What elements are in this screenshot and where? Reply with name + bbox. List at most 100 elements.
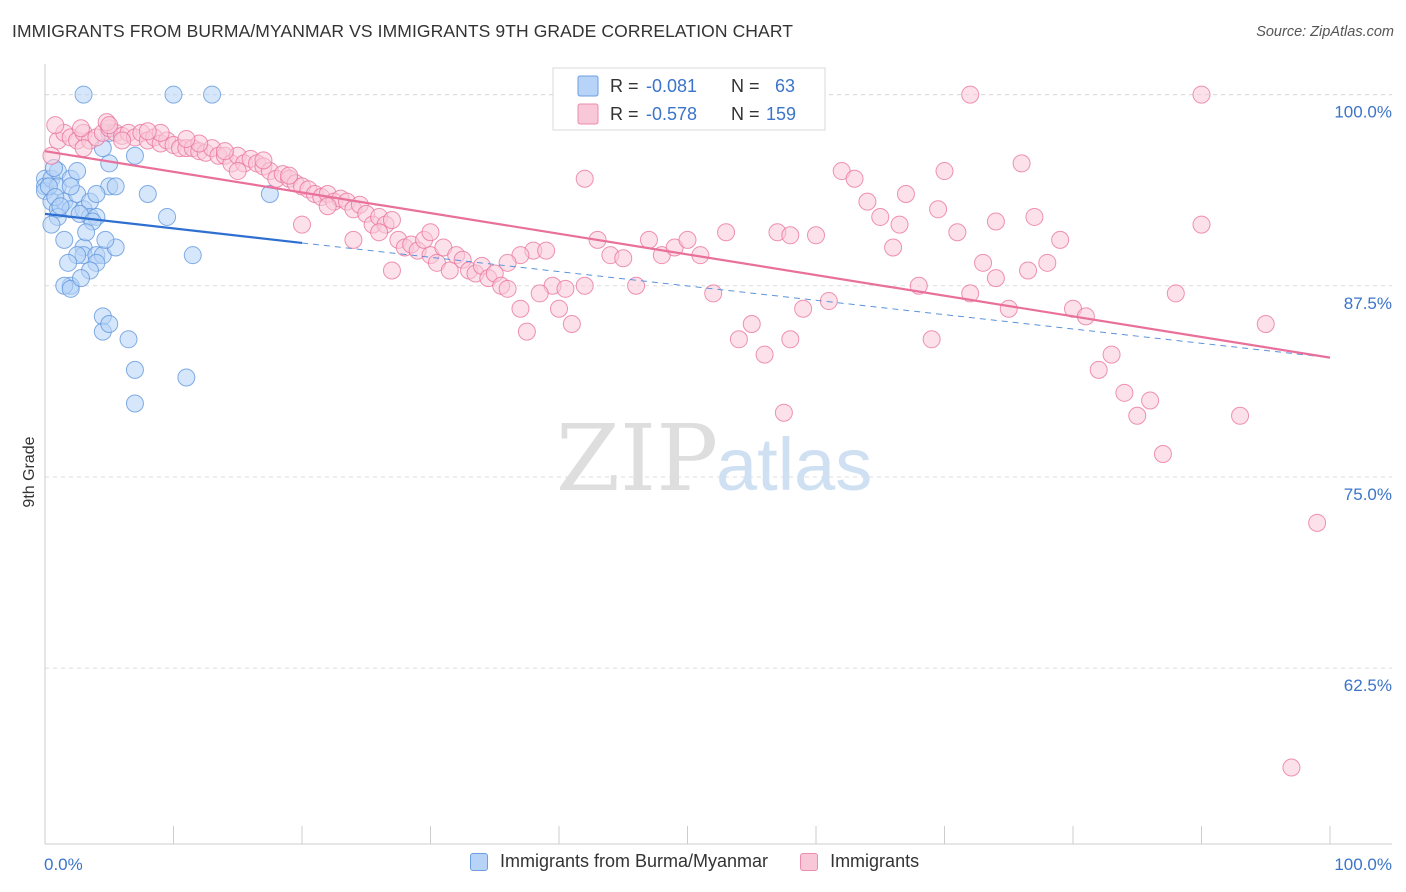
data-point bbox=[729, 330, 748, 349]
data-point bbox=[55, 230, 74, 249]
data-point bbox=[781, 226, 800, 245]
data-point bbox=[1192, 85, 1211, 104]
data-point bbox=[1051, 230, 1070, 249]
legend-item-immigrants: Immigrants bbox=[800, 851, 919, 872]
data-point bbox=[575, 276, 594, 295]
data-point bbox=[158, 207, 177, 226]
data-point bbox=[293, 215, 311, 234]
data-point bbox=[1038, 253, 1057, 272]
data-point bbox=[1231, 406, 1250, 425]
data-point bbox=[1308, 513, 1327, 532]
data-point bbox=[77, 223, 96, 242]
data-point bbox=[59, 253, 78, 272]
data-point bbox=[51, 197, 70, 216]
data-point bbox=[999, 299, 1018, 318]
data-point bbox=[1019, 261, 1038, 280]
data-point bbox=[517, 322, 536, 341]
data-point bbox=[575, 169, 594, 188]
data-point bbox=[42, 146, 61, 165]
data-point bbox=[228, 162, 247, 181]
trend-burma bbox=[44, 212, 303, 245]
stats-legend: R = -0.081 N = 63 R = -0.578 N = 159 bbox=[552, 67, 826, 131]
source-label: Source: ZipAtlas.com bbox=[1256, 24, 1394, 40]
data-point bbox=[986, 212, 1005, 231]
data-point bbox=[215, 142, 234, 161]
data-point bbox=[100, 116, 119, 135]
data-point bbox=[639, 230, 658, 249]
data-point bbox=[1115, 383, 1134, 402]
data-point bbox=[254, 151, 273, 170]
x-tick-label: 0.0% bbox=[44, 855, 83, 874]
data-point bbox=[742, 315, 761, 333]
data-point bbox=[550, 299, 568, 318]
stats-n-value-1: 63 bbox=[775, 76, 795, 96]
legend-label-immigrants: Immigrants bbox=[830, 851, 920, 871]
data-point bbox=[1166, 284, 1185, 303]
trend-burma-dashed bbox=[301, 242, 1331, 359]
data-point bbox=[177, 368, 196, 387]
data-point bbox=[974, 253, 993, 272]
data-point bbox=[1025, 207, 1044, 226]
data-point bbox=[125, 146, 144, 165]
data-point bbox=[511, 299, 530, 318]
stats-r-label-1: R = bbox=[610, 76, 639, 96]
data-point bbox=[183, 246, 202, 265]
series-immigrants-points bbox=[42, 85, 1327, 777]
data-point bbox=[845, 169, 864, 188]
data-point bbox=[922, 330, 941, 349]
data-point bbox=[318, 197, 337, 216]
data-point bbox=[138, 122, 157, 141]
data-point bbox=[1012, 154, 1031, 173]
stats-swatch-blue bbox=[577, 75, 599, 97]
data-point bbox=[100, 315, 119, 333]
data-point bbox=[113, 131, 132, 150]
series-legend: Immigrants from Burma/Myanmar Immigrants bbox=[470, 851, 951, 872]
stats-n-label-1: N = bbox=[731, 76, 760, 96]
trend-lines bbox=[44, 150, 1331, 359]
data-point bbox=[42, 215, 61, 234]
data-point bbox=[74, 85, 93, 104]
data-point bbox=[71, 119, 90, 138]
data-point bbox=[961, 284, 980, 303]
y-tick-label: 75.0% bbox=[1344, 485, 1392, 504]
data-point bbox=[871, 207, 890, 226]
legend-label-burma: Immigrants from Burma/Myanmar bbox=[500, 851, 769, 871]
data-point bbox=[556, 279, 575, 298]
data-point bbox=[1089, 360, 1108, 379]
data-point bbox=[781, 330, 800, 349]
data-point bbox=[935, 162, 954, 181]
data-point bbox=[96, 230, 115, 249]
data-point bbox=[498, 279, 517, 298]
data-point bbox=[177, 129, 196, 148]
stats-n-label-2: N = bbox=[731, 104, 760, 124]
data-point bbox=[530, 284, 549, 303]
data-point bbox=[819, 292, 838, 311]
data-point bbox=[498, 253, 517, 272]
data-point bbox=[774, 403, 793, 422]
data-point bbox=[106, 177, 125, 196]
data-point bbox=[896, 185, 915, 203]
series-burma-points bbox=[36, 85, 279, 413]
data-point bbox=[74, 139, 93, 158]
data-point bbox=[440, 261, 459, 280]
legend-swatch-pink bbox=[800, 852, 819, 871]
data-point bbox=[46, 116, 65, 135]
data-point bbox=[344, 230, 363, 249]
data-point bbox=[678, 230, 697, 249]
data-point bbox=[87, 185, 106, 203]
data-point bbox=[884, 238, 903, 257]
data-point bbox=[537, 241, 556, 260]
y-tick-label: 62.5% bbox=[1344, 676, 1392, 695]
y-tick-label: 87.5% bbox=[1344, 294, 1392, 313]
data-point bbox=[382, 261, 401, 280]
legend-item-burma: Immigrants from Burma/Myanmar bbox=[470, 851, 768, 872]
data-point bbox=[627, 276, 646, 295]
data-point bbox=[1102, 345, 1121, 364]
watermark-atlas: atlas bbox=[716, 423, 872, 506]
data-point bbox=[382, 211, 401, 229]
data-point bbox=[421, 223, 440, 242]
trend-immigrants bbox=[44, 150, 1331, 359]
data-point bbox=[858, 192, 877, 211]
data-point bbox=[614, 249, 633, 268]
